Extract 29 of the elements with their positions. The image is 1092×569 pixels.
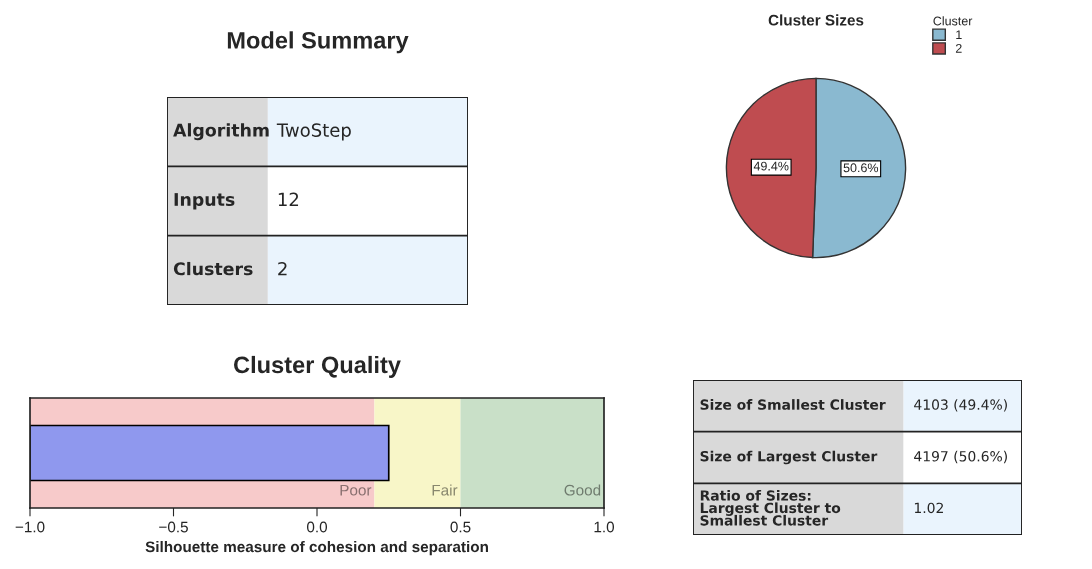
text: 1.02 xyxy=(914,502,943,514)
text: Model Summary xyxy=(227,31,409,54)
x-tick-label: 0.0 xyxy=(306,521,328,533)
legend-label: 1 xyxy=(956,30,962,39)
text: 12 xyxy=(278,192,299,206)
band-label: Good xyxy=(564,484,601,496)
x-axis-title: Silhouette measure of cohesion and separation xyxy=(145,540,488,556)
text: 4197 (50.6%) xyxy=(914,450,1007,464)
text: 2 xyxy=(278,261,287,276)
x-tick-label: −1.0 xyxy=(15,521,45,533)
text: Size of Largest Cluster xyxy=(700,450,878,465)
band-label: Poor xyxy=(340,484,372,496)
data-label: 50.6% xyxy=(843,163,879,173)
x-tick-label: −0.5 xyxy=(159,521,188,533)
x-tick-label: 1.0 xyxy=(594,521,615,533)
text: Clusters xyxy=(173,261,253,276)
text: TwoStep xyxy=(276,123,351,141)
text: Size of Smallest Cluster xyxy=(700,399,886,410)
x-tick-label: 0.5 xyxy=(450,521,471,533)
text: Algorithm xyxy=(173,123,269,141)
chart-title: Cluster Quality xyxy=(234,355,401,378)
legend-title: Cluster xyxy=(933,16,973,26)
text: Ratio of Sizes: Largest Cluster to Smallest Cluster xyxy=(700,490,841,526)
band-label: Fair xyxy=(432,484,458,496)
data-label: 49.4% xyxy=(753,161,789,171)
legend-label: 2 xyxy=(955,43,962,53)
chart-title: Cluster Sizes xyxy=(768,14,864,26)
text: Inputs xyxy=(174,193,235,210)
text: 4103 (49.4%) xyxy=(914,399,1007,412)
